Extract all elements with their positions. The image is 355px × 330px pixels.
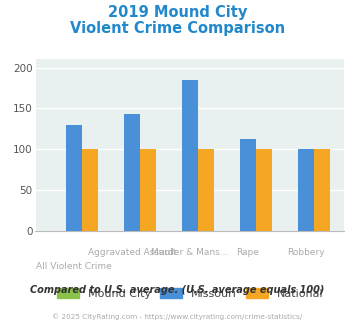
Text: Aggravated Assault: Aggravated Assault [88,248,176,257]
Bar [256,149,272,231]
Bar [240,139,256,231]
Text: Compared to U.S. average. (U.S. average equals 100): Compared to U.S. average. (U.S. average … [30,285,325,295]
Text: Violent Crime Comparison: Violent Crime Comparison [70,21,285,36]
Text: Rape: Rape [236,248,260,257]
Bar [182,80,198,231]
Bar [198,149,214,231]
Text: Murder & Mans...: Murder & Mans... [151,248,229,257]
Bar [298,149,314,231]
Legend: Mound City, Missouri, National: Mound City, Missouri, National [56,288,323,299]
Text: © 2025 CityRating.com - https://www.cityrating.com/crime-statistics/: © 2025 CityRating.com - https://www.city… [53,314,302,320]
Bar [66,125,82,231]
Bar [140,149,156,231]
Text: All Violent Crime: All Violent Crime [36,262,112,271]
Text: 2019 Mound City: 2019 Mound City [108,5,247,20]
Bar [314,149,330,231]
Bar [82,149,98,231]
Text: Robbery: Robbery [287,248,325,257]
Bar [124,114,140,231]
